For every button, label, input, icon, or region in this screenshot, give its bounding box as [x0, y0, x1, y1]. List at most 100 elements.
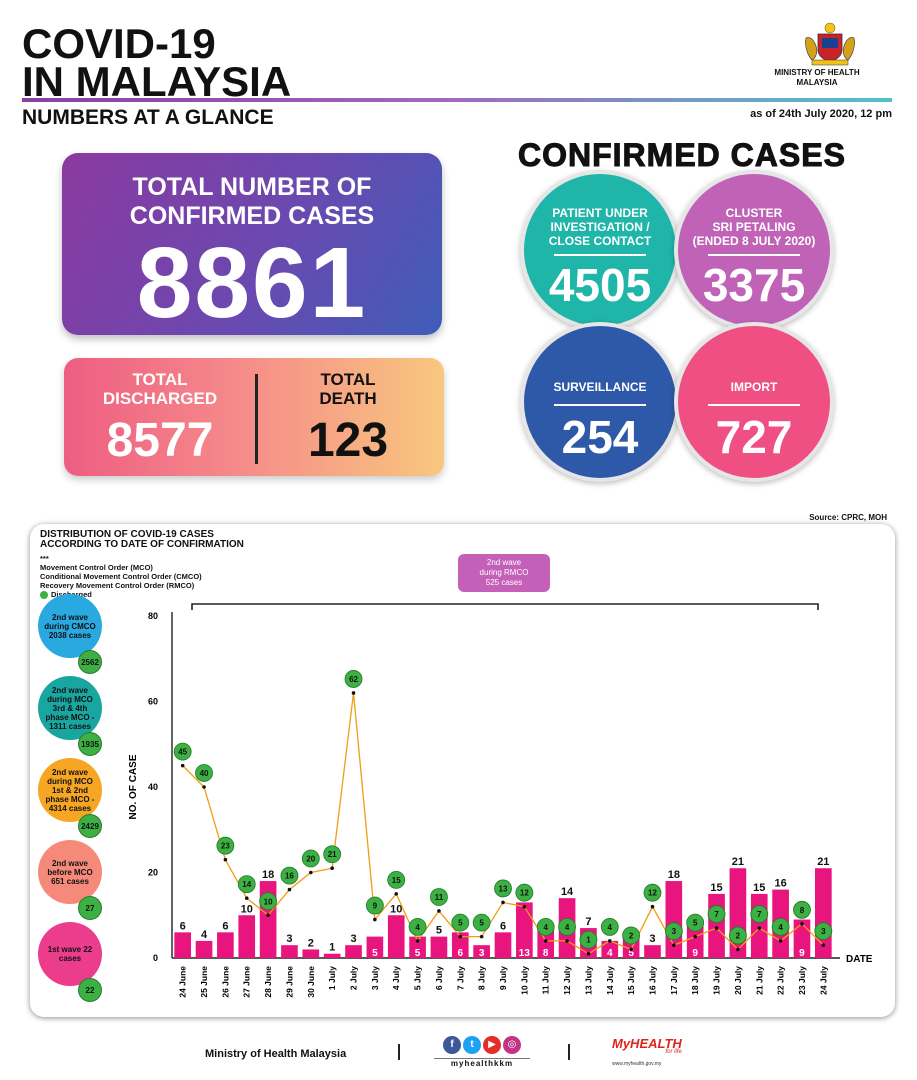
malaysia-crest-icon: [805, 22, 855, 66]
myhealth-logo: MyHEALTH for life www.myhealth.gov.my: [612, 1036, 682, 1067]
discharged-marker: [344, 670, 363, 688]
discharged-point: [180, 763, 185, 768]
discharged-point: [309, 870, 313, 875]
wave-discharged-count: 2429: [78, 814, 102, 838]
x-tick-label: 28 June: [263, 966, 273, 998]
x-tick-label: 6 July: [434, 966, 444, 990]
discharged-point: [501, 900, 505, 905]
bar-value-label: 4: [607, 948, 613, 959]
wave-discharged-count: 27: [78, 896, 102, 920]
discharged-marker: [195, 764, 213, 782]
x-tick-label: 26 June: [220, 966, 230, 998]
cluster-label-line2: SRI PETALING: [712, 220, 796, 234]
death-label-line2: DEATH: [319, 389, 377, 408]
myhealth-brand: MyHEALTH: [612, 1036, 682, 1051]
bar: [644, 945, 661, 958]
bar: [366, 936, 384, 958]
distribution-chart-panel: DISTRIBUTION OF COVID-19 CASES ACCORDING…: [30, 524, 895, 1017]
instagram-icon[interactable]: ◎: [503, 1036, 521, 1054]
social-handle[interactable]: myhealthkkm: [434, 1058, 530, 1068]
discharged-dot-icon: [40, 591, 48, 600]
bar-value-label: 14: [561, 886, 574, 898]
bar: [516, 902, 533, 958]
facebook-icon[interactable]: f: [443, 1036, 461, 1054]
bar: [387, 915, 405, 958]
youtube-icon[interactable]: ▶: [483, 1036, 501, 1054]
discharged-value-label: 20: [306, 855, 315, 864]
discharged-marker: [664, 922, 683, 941]
as-of-date: as of 24th July 2020, 12 pm: [750, 108, 892, 120]
bar: [281, 945, 298, 958]
bar-value-label: 4: [201, 929, 208, 941]
discharged-marker: [430, 888, 448, 906]
discharged-value-label: 10: [264, 897, 273, 906]
x-tick-label: 25 June: [199, 966, 209, 998]
footer-divider-1: [398, 1044, 400, 1060]
wave-discharged-count: 22: [78, 978, 102, 1002]
x-tick-label: 27 June: [242, 966, 252, 998]
discharged-value-label: 2: [629, 931, 634, 940]
rmco-bracket: [191, 603, 819, 610]
x-tick-label: 18 July: [690, 966, 700, 995]
footer-ministry: Ministry of Health Malaysia: [205, 1048, 347, 1060]
myhealth-tagline: for life: [665, 1049, 682, 1055]
bar-value-label: 10: [241, 903, 253, 915]
discharged-label-line2: DISCHARGED: [102, 389, 218, 408]
bar-value-label: 13: [519, 948, 531, 959]
x-tick-label: 13 July: [583, 966, 593, 995]
wave-circle: 1st wave 22 cases: [38, 922, 102, 986]
page-subtitle: NUMBERS AT A GLANCE: [22, 106, 274, 129]
discharged-point: [586, 951, 591, 956]
x-tick-label: 15 July: [626, 966, 636, 995]
discharged-point: [266, 913, 270, 918]
discharged-value-label: 45: [178, 748, 187, 757]
legend-rmco: Recovery Movement Control Order (RMCO): [40, 581, 195, 590]
discharged-marker: [600, 917, 619, 936]
discharged-point: [693, 934, 697, 939]
bar-value-label: 6: [458, 948, 464, 959]
discharged-marker: [771, 917, 790, 936]
x-tick-label: 1 July: [327, 966, 337, 990]
bar: [430, 936, 448, 958]
y-tick-label: 80: [148, 611, 158, 621]
discharged-point: [629, 947, 633, 952]
discharged-point: [437, 909, 441, 913]
bar-value-label: 6: [222, 920, 228, 932]
x-tick-label: 29 June: [284, 966, 294, 998]
discharged-marker: [451, 913, 470, 932]
legend-stars: ***: [40, 554, 49, 563]
discharged-point: [714, 926, 719, 930]
discharged-value-label: 16: [285, 872, 294, 881]
x-tick-label: 24 July: [818, 966, 828, 995]
x-tick-label: 16 July: [647, 966, 657, 995]
twitter-icon[interactable]: t: [463, 1036, 481, 1054]
bar-value-label: 7: [585, 916, 591, 928]
discharged-value-label: 12: [648, 889, 657, 898]
discharged-point: [565, 939, 569, 943]
x-tick-label: 5 July: [413, 966, 423, 990]
discharged-marker: [365, 896, 384, 915]
discharged-point: [543, 939, 548, 943]
x-tick-label: 8 July: [477, 966, 487, 990]
bar-value-label: 6: [180, 920, 186, 932]
legend-cmco: Conditional Movement Control Order (CMCO…: [40, 572, 202, 581]
discharged-marker: [750, 905, 769, 923]
discharged-value-label: 4: [778, 923, 783, 932]
discharged-point: [287, 887, 292, 892]
discharged-marker: [686, 913, 705, 932]
discharged-value-label: 1: [586, 936, 591, 945]
cases-chart: 0 20 40 60 80 NO. OF CASE DATE 6 24 June 4 25 June…: [128, 603, 873, 998]
bar-value-label: 15: [753, 882, 765, 894]
wave-circle: 2nd wave during MCO 3rd & 4th phase MCO …: [38, 676, 102, 740]
surveillance-divider: [554, 404, 646, 406]
discharged-marker: [579, 930, 598, 949]
discharged-point: [522, 904, 527, 909]
discharged-line: [182, 692, 824, 955]
wave-discharged-count: 1935: [78, 732, 102, 756]
bar: [494, 932, 512, 958]
myhealth-url: www.myhealth.gov.my: [612, 1061, 662, 1067]
cluster-label-line1: CLUSTER: [725, 206, 783, 220]
bar: [174, 932, 192, 958]
discharged-value-label: 21: [328, 850, 337, 859]
x-tick-label: 24 June: [178, 966, 188, 998]
